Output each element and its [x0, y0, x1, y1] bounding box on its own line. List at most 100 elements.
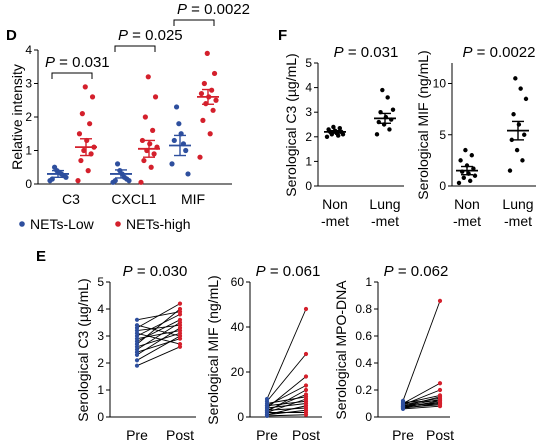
panel-e1-point-pre — [134, 358, 140, 363]
panel-d-y-tick-label: 4 — [25, 43, 32, 57]
panel-f2-category-label: -met — [453, 213, 481, 229]
panel-f1-point — [337, 125, 342, 131]
panel-e1-pair-line — [136, 313, 181, 337]
panel-e2-y-tick-label: 60 — [231, 275, 245, 289]
panel-d-point-low — [185, 171, 191, 177]
panel-d-y-tick-label: 3 — [25, 77, 32, 91]
panel-e2-point-post — [303, 374, 309, 379]
panel-e1-y-tick-label: 0 — [97, 410, 104, 424]
panel-f2-point — [471, 166, 476, 171]
panel-d-point-low — [171, 137, 177, 144]
panel-d-p-value: P = 0.0022 — [177, 1, 250, 18]
panel-e1-pair-line — [136, 330, 181, 340]
panel-f2-category-label: Non — [454, 196, 480, 212]
panel-d-category-label: C3 — [62, 191, 80, 207]
panel-f1-category-label: -met — [371, 213, 399, 229]
panel-f2-category-label: -met — [504, 213, 532, 229]
panel-d-point-high — [197, 154, 203, 160]
panel-d-p-value: P = 0.025 — [118, 27, 183, 44]
panel-e3-point-post — [437, 393, 443, 398]
panel-d-point-high — [210, 107, 216, 113]
panel-f1-y-tick-label: 1 — [305, 154, 312, 168]
panel-d-point-high — [75, 178, 81, 184]
panel-f2-point — [469, 153, 474, 158]
panel-d-point-high — [141, 157, 147, 164]
panel-f1-point — [331, 124, 336, 130]
panel-d-point-low — [114, 161, 121, 167]
panel-f2-point — [509, 137, 514, 143]
panel-f2-point — [511, 112, 516, 117]
panel-e1-pair-line — [136, 332, 181, 345]
panel-e2-point-post — [303, 306, 309, 312]
panel-e2-point-post — [303, 410, 309, 415]
panel-f2-point — [461, 175, 466, 180]
panel-e1-point-post — [177, 317, 183, 322]
panel-e3-category-label: Pre — [392, 427, 414, 443]
panel-f2-point — [520, 158, 525, 163]
panel-d-significance-bracket — [51, 72, 93, 79]
panel-e3-point-post — [437, 398, 443, 403]
panel-e2-pair-line — [266, 396, 307, 404]
panel-e3-pair-line — [402, 403, 441, 406]
panel-e3-point-pre — [400, 398, 406, 403]
panel-d-point-low — [112, 178, 118, 184]
panel-e3-y-tick-label: 0.2 — [355, 383, 372, 397]
panel-f2-point — [514, 147, 520, 153]
panel-e1-point-post — [177, 342, 183, 347]
panel-d-y-tick-label: 0 — [25, 177, 32, 191]
legend-label-low: NETs-Low — [30, 216, 95, 232]
panel-e2-point-pre — [264, 396, 270, 402]
panel-d-point-high — [145, 74, 151, 80]
panel-e2-point-post — [303, 351, 309, 357]
panel-e2-point-post — [303, 394, 309, 399]
panel-e1-category-label: Post — [166, 427, 194, 443]
panel-e2-point-post — [303, 387, 309, 393]
panel-e2-y-tick-label: 20 — [231, 365, 245, 379]
panel-d-point-high — [207, 131, 213, 137]
panel-e1-point-pre — [134, 323, 140, 328]
panel-d-point-low — [176, 121, 182, 127]
panel-f2-point — [518, 86, 523, 91]
panel-e1-pair-line — [136, 346, 181, 367]
panel-f1-point — [324, 134, 330, 139]
panel-d-point-high — [204, 50, 210, 56]
panel-e2-point-post — [303, 405, 309, 411]
panel-f1-point — [387, 127, 392, 132]
panel-f2-point — [507, 168, 513, 173]
panel-d-y-label: Relative intensity — [9, 64, 25, 170]
panel-f1-y-label: Serological C3 (µg/mL) — [283, 53, 299, 196]
panel-e3-point-post — [437, 381, 443, 386]
panel-e1-y-tick-label: 5 — [97, 275, 104, 289]
panel-d-y-tick-label: 2 — [25, 110, 32, 124]
panel-e2-category-label: Post — [292, 427, 320, 443]
panel-e1-category-label: Pre — [126, 427, 148, 443]
panel-d-point-high — [78, 157, 84, 164]
panel-e2-point-post — [303, 383, 309, 388]
panel-e3-point-post — [437, 298, 443, 303]
panel-e1-point-pre — [134, 317, 140, 322]
panel-e1-pair-line — [136, 332, 181, 348]
panel-e3-point-post — [437, 387, 443, 393]
panel-d-point-high — [198, 90, 205, 97]
panel-label-d: D — [6, 27, 17, 44]
panel-f2-point — [513, 76, 518, 81]
panel-e2-y-label: Serological MIF (ng/mL) — [205, 275, 221, 424]
panel-e1-pair-line — [136, 324, 181, 337]
panel-d-point-high — [211, 70, 218, 77]
panel-d-point-low — [183, 147, 189, 154]
panel-e2-pair-line — [266, 308, 307, 400]
panel-e3-pair-line — [402, 404, 441, 408]
panel-label-e: E — [36, 248, 46, 265]
panel-e1-pair-line — [136, 311, 181, 321]
panel-d-p-value: P = 0.031 — [45, 54, 110, 71]
panel-e1-point-post — [177, 301, 183, 306]
legend-marker-high — [115, 221, 121, 227]
panel-f2-point — [523, 96, 529, 102]
panel-f2-point — [458, 158, 463, 163]
panel-d-point-low — [51, 164, 58, 170]
panel-e3-y-tick-label: 0 — [365, 410, 372, 424]
panel-e2-pair-line — [266, 414, 307, 417]
panel-d-point-high — [139, 137, 146, 144]
panel-e2-pair-line — [266, 353, 307, 402]
panel-f1-y-tick-label: 4 — [305, 81, 312, 95]
